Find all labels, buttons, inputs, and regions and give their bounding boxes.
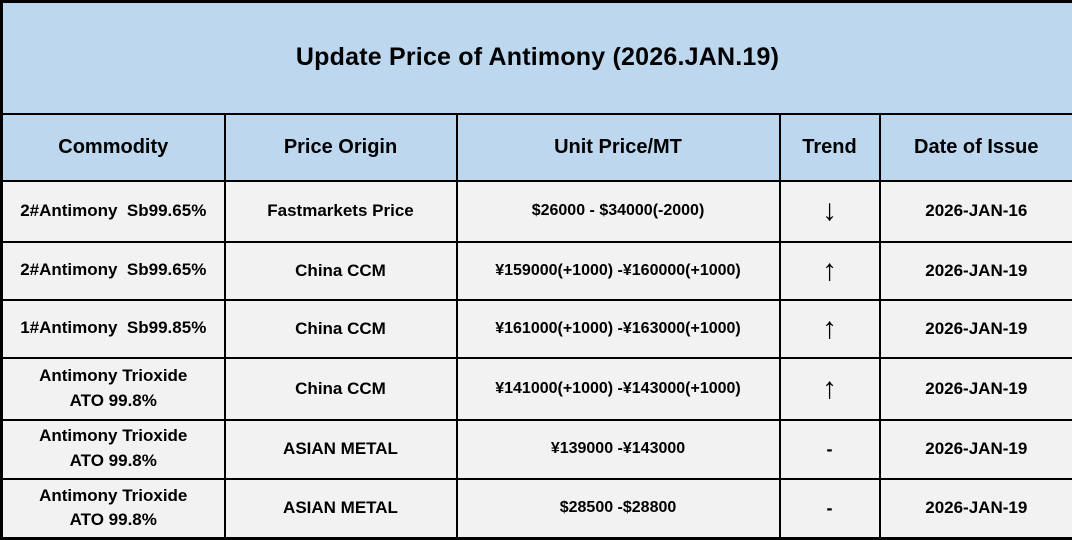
column-header-trend: Trend <box>780 114 880 181</box>
date-of-issue-cell: 2026-JAN-19 <box>880 242 1072 300</box>
price-origin-cell: Fastmarkets Price <box>225 181 457 242</box>
table-row: 1#Antimony Sb99.85% China CCM ¥161000(+1… <box>2 300 1072 358</box>
column-header-date-of-issue: Date of Issue <box>880 114 1072 181</box>
trend-up-arrow: ↑ <box>780 358 880 420</box>
price-origin-cell: China CCM <box>225 242 457 300</box>
date-of-issue-cell: 2026-JAN-19 <box>880 358 1072 420</box>
trend-up-arrow: ↑ <box>780 242 880 300</box>
table-row: 2#Antimony Sb99.65% China CCM ¥159000(+1… <box>2 242 1072 300</box>
price-origin-cell: ASIAN METAL <box>225 479 457 539</box>
column-header-commodity: Commodity <box>2 114 225 181</box>
unit-price-cell: ¥159000(+1000) -¥160000(+1000) <box>457 242 780 300</box>
title-row: Update Price of Antimony (2026.JAN.19) <box>2 2 1072 114</box>
table-row: Antimony Trioxide ATO 99.8% China CCM ¥1… <box>2 358 1072 420</box>
trend-up-arrow: ↑ <box>780 300 880 358</box>
unit-price-cell: $28500 -$28800 <box>457 479 780 539</box>
unit-price-cell: ¥139000 -¥143000 <box>457 420 780 479</box>
commodity-cell: Antimony Trioxide ATO 99.8% <box>2 358 225 420</box>
page-title: Update Price of Antimony (2026.JAN.19) <box>2 2 1072 114</box>
date-of-issue-cell: 2026-JAN-19 <box>880 300 1072 358</box>
price-origin-cell: China CCM <box>225 300 457 358</box>
commodity-cell: 2#Antimony Sb99.65% <box>2 181 225 242</box>
header-row: Commodity Price Origin Unit Price/MT Tre… <box>2 114 1072 181</box>
trend-flat-indicator: - <box>780 479 880 539</box>
date-of-issue-cell: 2026-JAN-19 <box>880 479 1072 539</box>
column-header-price-origin: Price Origin <box>225 114 457 181</box>
commodity-cell: 2#Antimony Sb99.65% <box>2 242 225 300</box>
commodity-cell: 1#Antimony Sb99.85% <box>2 300 225 358</box>
table-row: 2#Antimony Sb99.65% Fastmarkets Price $2… <box>2 181 1072 242</box>
date-of-issue-cell: 2026-JAN-19 <box>880 420 1072 479</box>
trend-flat-indicator: - <box>780 420 880 479</box>
table-row: Antimony Trioxide ATO 99.8% ASIAN METAL … <box>2 420 1072 479</box>
price-origin-cell: ASIAN METAL <box>225 420 457 479</box>
unit-price-cell: ¥141000(+1000) -¥143000(+1000) <box>457 358 780 420</box>
column-header-unit-price: Unit Price/MT <box>457 114 780 181</box>
price-origin-cell: China CCM <box>225 358 457 420</box>
unit-price-cell: ¥161000(+1000) -¥163000(+1000) <box>457 300 780 358</box>
unit-price-cell: $26000 - $34000(-2000) <box>457 181 780 242</box>
date-of-issue-cell: 2026-JAN-16 <box>880 181 1072 242</box>
table-row: Antimony Trioxide ATO 99.8% ASIAN METAL … <box>2 479 1072 539</box>
commodity-cell: Antimony Trioxide ATO 99.8% <box>2 479 225 539</box>
commodity-cell: Antimony Trioxide ATO 99.8% <box>2 420 225 479</box>
trend-down-arrow: ↓ <box>780 181 880 242</box>
